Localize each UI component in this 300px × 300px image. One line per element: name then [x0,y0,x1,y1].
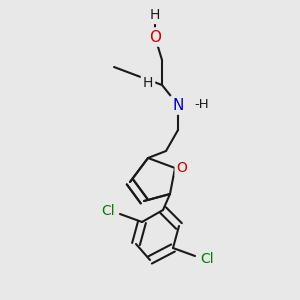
Text: H: H [150,8,160,22]
Text: N: N [172,98,184,112]
Text: -H: -H [194,98,208,112]
Text: H: H [143,76,153,90]
Text: Cl: Cl [101,204,115,218]
Text: O: O [177,161,188,175]
Text: O: O [149,29,161,44]
Text: Cl: Cl [200,252,214,266]
